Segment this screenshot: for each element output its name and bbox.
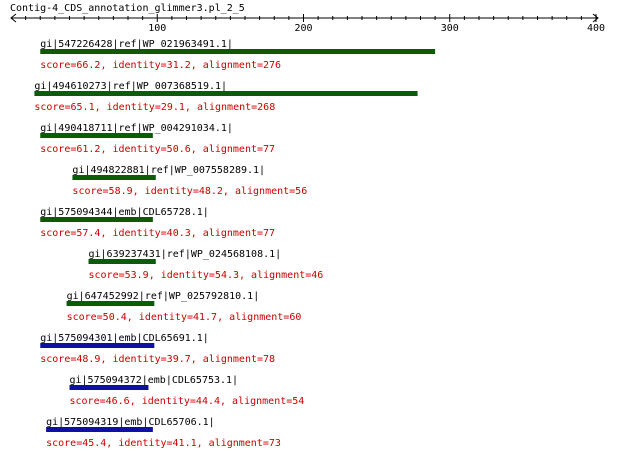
- hit-row[interactable]: gi|494610273|ref|WP_007368519.1| score=65…: [34, 81, 418, 113]
- hit-bar[interactable]: [72, 175, 156, 180]
- hit-score: score=58.9, identity=48.2, alignment=56: [72, 186, 307, 197]
- axis-arrow-right: [592, 13, 599, 23]
- hit-bar[interactable]: [66, 301, 155, 306]
- hit-row[interactable]: gi|575094319|emb|CDL65706.1| score=45.4, …: [46, 417, 281, 449]
- hit-score: score=46.6, identity=44.4, alignment=54: [70, 396, 305, 407]
- axis-tick-label: 200: [294, 23, 312, 34]
- hit-label[interactable]: gi|490418711|ref|WP_004291034.1|: [40, 123, 233, 134]
- axis-tick-label: 400: [587, 23, 605, 34]
- hit-row[interactable]: gi|575094301|emb|CDL65691.1| score=48.9, …: [40, 333, 275, 365]
- hit-row[interactable]: gi|647452992|ref|WP_025792810.1| score=50…: [66, 291, 302, 323]
- hit-score: score=45.4, identity=41.1, alignment=73: [46, 438, 281, 449]
- hit-label[interactable]: gi|575094319|emb|CDL65706.1|: [46, 417, 215, 428]
- hit-bar[interactable]: [40, 49, 436, 54]
- hit-bar[interactable]: [46, 427, 153, 432]
- hit-label[interactable]: gi|647452992|ref|WP_025792810.1|: [67, 291, 260, 302]
- hit-score: score=61.2, identity=50.6, alignment=77: [40, 144, 275, 155]
- hit-bar[interactable]: [69, 385, 149, 390]
- hit-bar[interactable]: [40, 133, 153, 138]
- hit-row[interactable]: gi|490418711|ref|WP_004291034.1| score=61…: [40, 123, 275, 155]
- hit-bar[interactable]: [40, 217, 153, 222]
- hit-row[interactable]: gi|575094372|emb|CDL65753.1| score=46.6, …: [69, 375, 305, 407]
- axis-tick-label: 300: [441, 23, 459, 34]
- hit-score: score=57.4, identity=40.3, alignment=77: [40, 228, 275, 239]
- hit-row[interactable]: gi|639237431|ref|WP_024568108.1| score=53…: [88, 249, 324, 281]
- hit-label[interactable]: gi|547226428|ref|WP_021963491.1|: [40, 39, 233, 50]
- hit-label[interactable]: gi|639237431|ref|WP_024568108.1|: [89, 249, 282, 260]
- hit-label[interactable]: gi|575094344|emb|CDL65728.1|: [40, 207, 209, 218]
- hit-label[interactable]: gi|575094372|emb|CDL65753.1|: [70, 375, 239, 386]
- hit-label[interactable]: gi|494610273|ref|WP_007368519.1|: [34, 81, 227, 92]
- axis-arrow-left: [10, 13, 17, 23]
- hit-row[interactable]: gi|547226428|ref|WP_021963491.1| score=66…: [40, 39, 436, 71]
- hit-label[interactable]: gi|575094301|emb|CDL65691.1|: [40, 333, 209, 344]
- hit-bar[interactable]: [34, 91, 418, 96]
- position-axis: 100 200 300 400: [10, 13, 605, 34]
- hit-row[interactable]: gi|575094344|emb|CDL65728.1| score=57.4, …: [40, 207, 275, 239]
- hit-bar[interactable]: [88, 259, 156, 264]
- axis-tick-label: 100: [148, 23, 166, 34]
- hit-score: score=48.9, identity=39.7, alignment=78: [40, 354, 275, 365]
- hit-score: score=53.9, identity=54.3, alignment=46: [89, 270, 324, 281]
- hit-bar[interactable]: [40, 343, 155, 348]
- hit-score: score=66.2, identity=31.2, alignment=276: [40, 60, 281, 71]
- hit-score: score=50.4, identity=41.7, alignment=60: [67, 312, 302, 323]
- hit-row[interactable]: gi|494822881|ref|WP_007558289.1| score=58…: [72, 165, 307, 197]
- diagram-title: Contig-4_CDS_annotation_glimmer3.pl_2_5: [10, 3, 245, 14]
- hit-label[interactable]: gi|494822881|ref|WP_007558289.1|: [72, 165, 265, 176]
- hit-list: gi|547226428|ref|WP_021963491.1| score=66…: [34, 39, 436, 449]
- hit-score: score=65.1, identity=29.1, alignment=268: [34, 102, 275, 113]
